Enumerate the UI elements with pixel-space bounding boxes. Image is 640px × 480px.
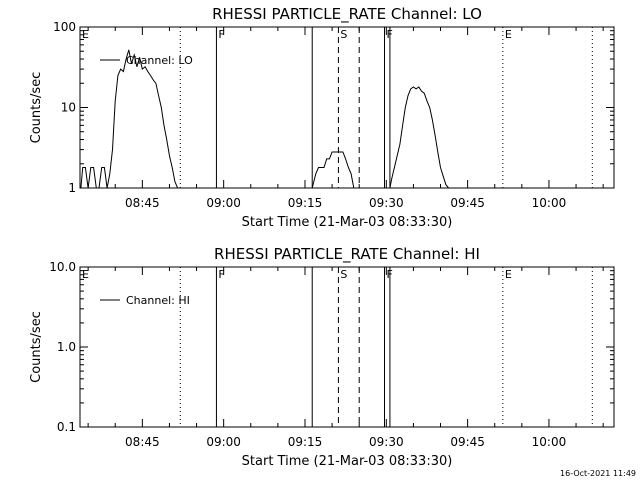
y-tick-label: 100 [53, 20, 76, 34]
x-tick-label: 09:30 [369, 435, 404, 449]
y-tick-label: 0.1 [57, 420, 76, 434]
x-tick-label: 09:15 [288, 435, 323, 449]
event-marker-label: S [340, 28, 347, 41]
legend-entry: Channel: LO [126, 54, 193, 67]
hi-panel: RHESSI PARTICLE_RATE Channel: HI Start Ti… [29, 245, 615, 469]
series-line [389, 86, 449, 189]
event-marker-label: S [340, 268, 347, 281]
x-axis-label: Start Time (21-Mar-03 08:33:30) [242, 454, 453, 469]
event-marker-label: F [218, 28, 224, 41]
x-tick-label: 10:00 [532, 196, 567, 210]
event-marker-label: E [505, 28, 512, 41]
y-tick-label: 1 [68, 181, 76, 195]
footer-timestamp: 16-Oct-2021 11:49 [560, 469, 636, 478]
event-marker-label: F [218, 268, 224, 281]
y-tick-label: 10 [61, 101, 76, 115]
x-tick-label: 09:45 [450, 435, 485, 449]
x-axis-label: Start Time (21-Mar-03 08:33:30) [242, 215, 453, 230]
x-tick-label: 09:30 [369, 196, 404, 210]
chart-title: RHESSI PARTICLE_RATE Channel: LO [212, 5, 482, 24]
event-marker-label: E [505, 268, 512, 281]
x-tick-label: 09:00 [206, 435, 241, 449]
y-axis-label: Counts/sec [29, 72, 44, 144]
y-tick-label: 10.0 [49, 260, 76, 274]
chart-title: RHESSI PARTICLE_RATE Channel: HI [214, 245, 480, 264]
y-axis-label: Counts/sec [29, 311, 44, 383]
legend-entry: Channel: HI [126, 294, 190, 307]
event-marker-label: E [82, 268, 89, 281]
series-line [80, 49, 181, 189]
x-tick-label: 08:45 [125, 196, 160, 210]
y-tick-label: 1.0 [57, 340, 76, 354]
x-tick-label: 09:45 [450, 196, 485, 210]
event-marker-label: E [82, 28, 89, 41]
plot-frame [79, 266, 615, 428]
x-tick-label: 09:00 [206, 196, 241, 210]
x-tick-label: 08:45 [125, 435, 160, 449]
lo-panel: RHESSI PARTICLE_RATE Channel: LO Start Ti… [29, 5, 615, 230]
x-tick-label: 09:15 [288, 196, 323, 210]
series-line [311, 151, 355, 189]
x-tick-label: 10:00 [532, 435, 567, 449]
